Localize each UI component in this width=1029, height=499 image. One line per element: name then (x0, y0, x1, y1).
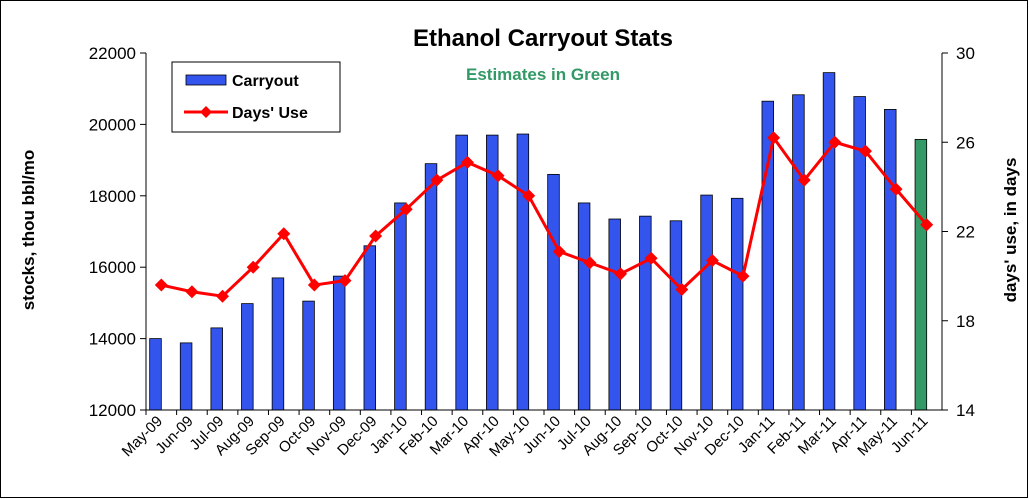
line-marker (277, 227, 291, 241)
line-marker (307, 278, 321, 292)
bar (332, 275, 346, 411)
bar (822, 72, 836, 411)
y2-tick-label: 14 (956, 401, 975, 420)
line-marker (369, 229, 383, 243)
line-marker (583, 256, 597, 270)
bar (669, 220, 683, 411)
legend-label: Days' Use (232, 105, 308, 122)
line-marker (828, 135, 842, 149)
bar (730, 197, 744, 411)
line-marker (797, 173, 811, 187)
bar (547, 173, 560, 411)
y-tick-label: 20000 (89, 115, 136, 134)
y-axis-label: stocks, thou bbl/mo (19, 150, 38, 311)
bar (179, 342, 193, 411)
line-marker (705, 254, 719, 268)
line-marker (246, 260, 260, 274)
bar (792, 94, 805, 411)
y-tick-label: 12000 (89, 401, 136, 420)
legend-swatch (185, 74, 227, 86)
bar (363, 245, 377, 411)
line-marker (920, 218, 934, 232)
chart-title: Ethanol Carryout Stats (413, 25, 673, 52)
y2-tick-label: 30 (956, 44, 975, 63)
bar (424, 163, 438, 411)
bar (210, 327, 223, 411)
line-marker (460, 155, 474, 169)
line-marker (614, 267, 628, 281)
y2-tick-label: 18 (956, 312, 975, 331)
y-tick-label: 18000 (89, 187, 136, 206)
y2-tick-label: 26 (956, 133, 975, 152)
bar (516, 133, 530, 411)
bar (455, 134, 468, 411)
legend-label: Carryout (232, 73, 299, 90)
legend-box (171, 61, 341, 133)
line-marker (552, 245, 566, 259)
line-marker (644, 251, 658, 265)
line-marker (858, 144, 872, 158)
bar (271, 277, 285, 411)
bar (639, 215, 652, 411)
bar (577, 202, 591, 411)
y2-tick-label: 22 (956, 223, 975, 242)
line-marker (675, 283, 689, 297)
bar (700, 194, 713, 411)
line-marker (216, 289, 230, 303)
line-marker (430, 173, 444, 187)
bar (149, 338, 162, 411)
bar (608, 218, 621, 411)
line-marker (767, 131, 781, 145)
line-marker (154, 278, 168, 292)
bar (241, 303, 254, 411)
bar (302, 300, 315, 411)
line-marker (338, 274, 352, 288)
line-marker (185, 285, 199, 299)
bar (394, 202, 407, 411)
bar (914, 138, 928, 411)
line-marker (491, 169, 505, 183)
line-marker (736, 269, 750, 283)
line-marker (889, 182, 903, 196)
bar (884, 109, 897, 411)
y2-axis-label: days' use, in days (1001, 158, 1020, 303)
y-tick-label: 14000 (89, 330, 136, 349)
y-tick-label: 16000 (89, 258, 136, 277)
chart-subtitle: Estimates in Green (466, 65, 620, 84)
bar (853, 96, 866, 411)
y-tick-label: 22000 (89, 44, 136, 63)
line-marker (399, 202, 413, 216)
legend-marker (200, 106, 212, 118)
line (160, 134, 928, 298)
line-marker (522, 189, 536, 203)
